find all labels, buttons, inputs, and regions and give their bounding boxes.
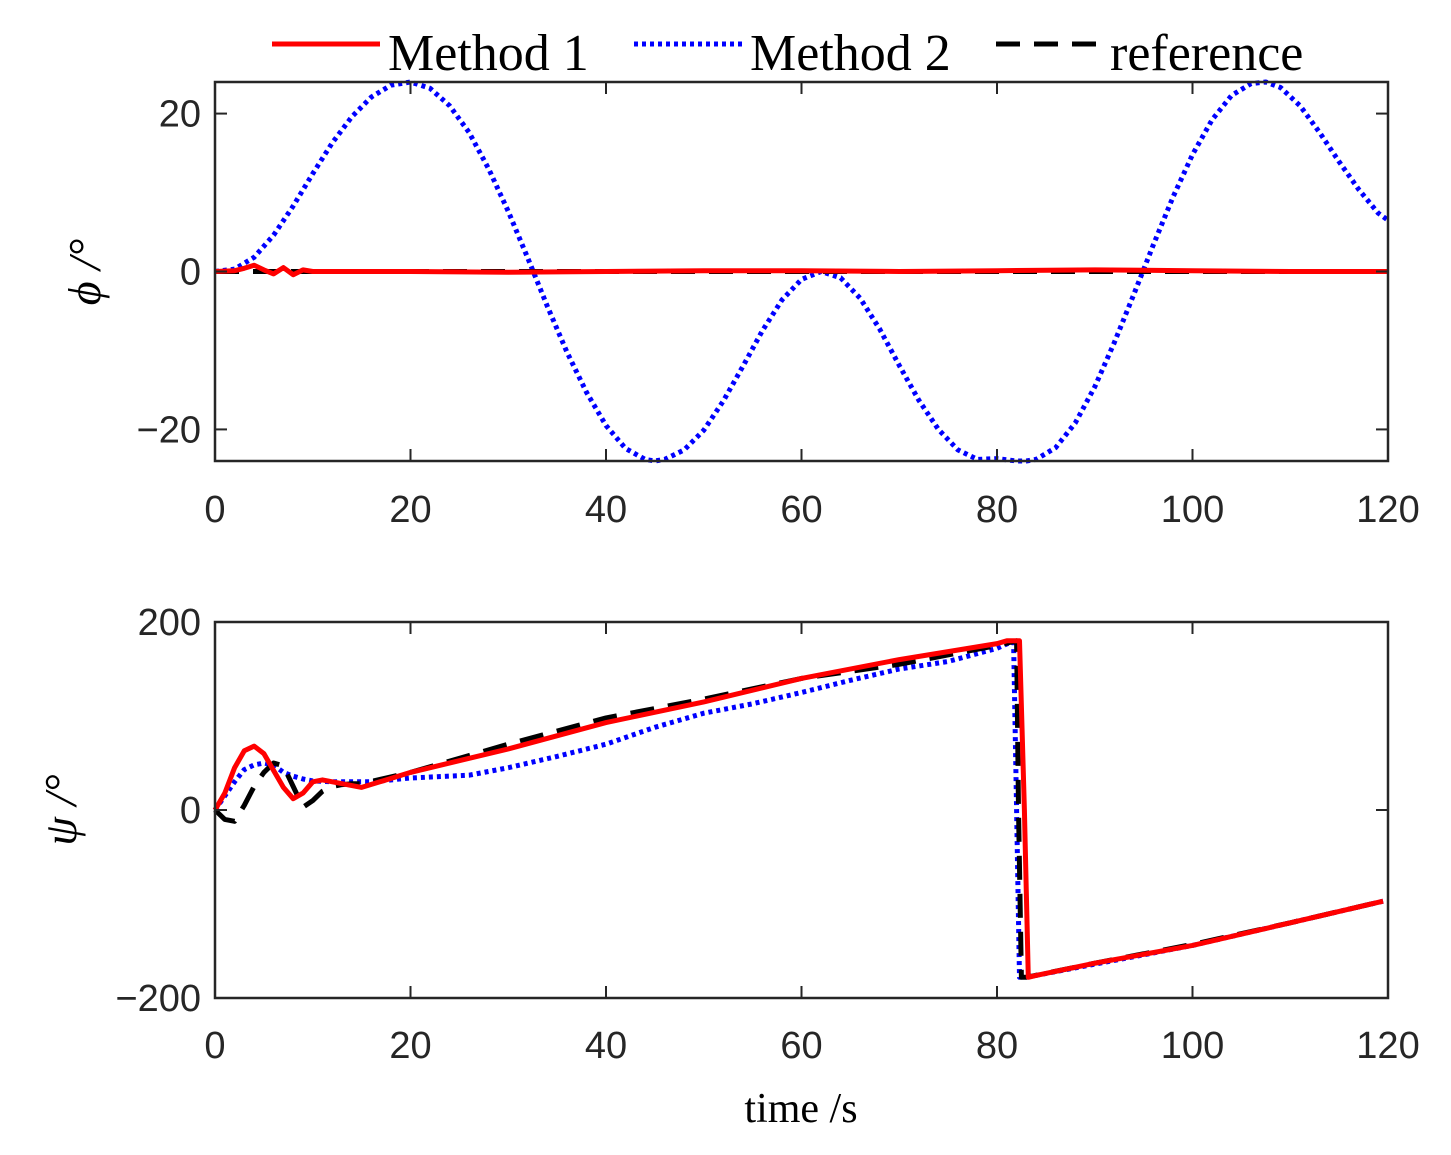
plot-psi-series-method-2 [212,640,1384,980]
plot-psi-series-method-1 [212,638,1384,980]
y-tick-label: 0 [180,252,201,294]
plot-phi-series-method-2 [214,79,1390,464]
legend-label-reference: reference [1110,25,1303,82]
x-tick-label: 60 [780,489,822,531]
x-tick-label: 0 [204,489,225,531]
legend-label-method-1: Method 1 [388,25,589,82]
x-tick-label: 40 [585,1025,627,1067]
y-tick-label: 200 [138,602,201,644]
x-tick-label: 60 [780,1025,822,1067]
plot-psi-xlabel: time /s [744,1086,857,1132]
plot-phi-series-method-1 [214,262,1388,278]
x-tick-label: 40 [585,489,627,531]
x-tick-label: 80 [976,1025,1018,1067]
x-tick-label: 120 [1356,489,1419,531]
x-tick-label: 100 [1161,489,1224,531]
y-tick-label: −200 [115,978,201,1020]
plot-phi-series [214,79,1390,464]
plot-psi-ylabel: ψ /° [35,774,86,845]
x-tick-label: 20 [389,1025,431,1067]
x-tick-label: 0 [204,1025,225,1067]
y-tick-label: 0 [180,790,201,832]
plot-psi-series [212,638,1384,980]
legend: Method 1 Method 2 reference [272,25,1303,82]
plot-psi-series-reference [213,638,1384,980]
plot-phi-ylabel: ϕ /° [59,239,110,305]
y-tick-label: 20 [159,94,201,136]
x-tick-label: 80 [976,489,1018,531]
x-tick-label: 20 [389,489,431,531]
x-tick-label: 100 [1161,1025,1224,1067]
x-tick-label: 120 [1356,1025,1419,1067]
y-tick-label: −20 [137,409,201,451]
legend-label-method-2: Method 2 [750,25,951,82]
